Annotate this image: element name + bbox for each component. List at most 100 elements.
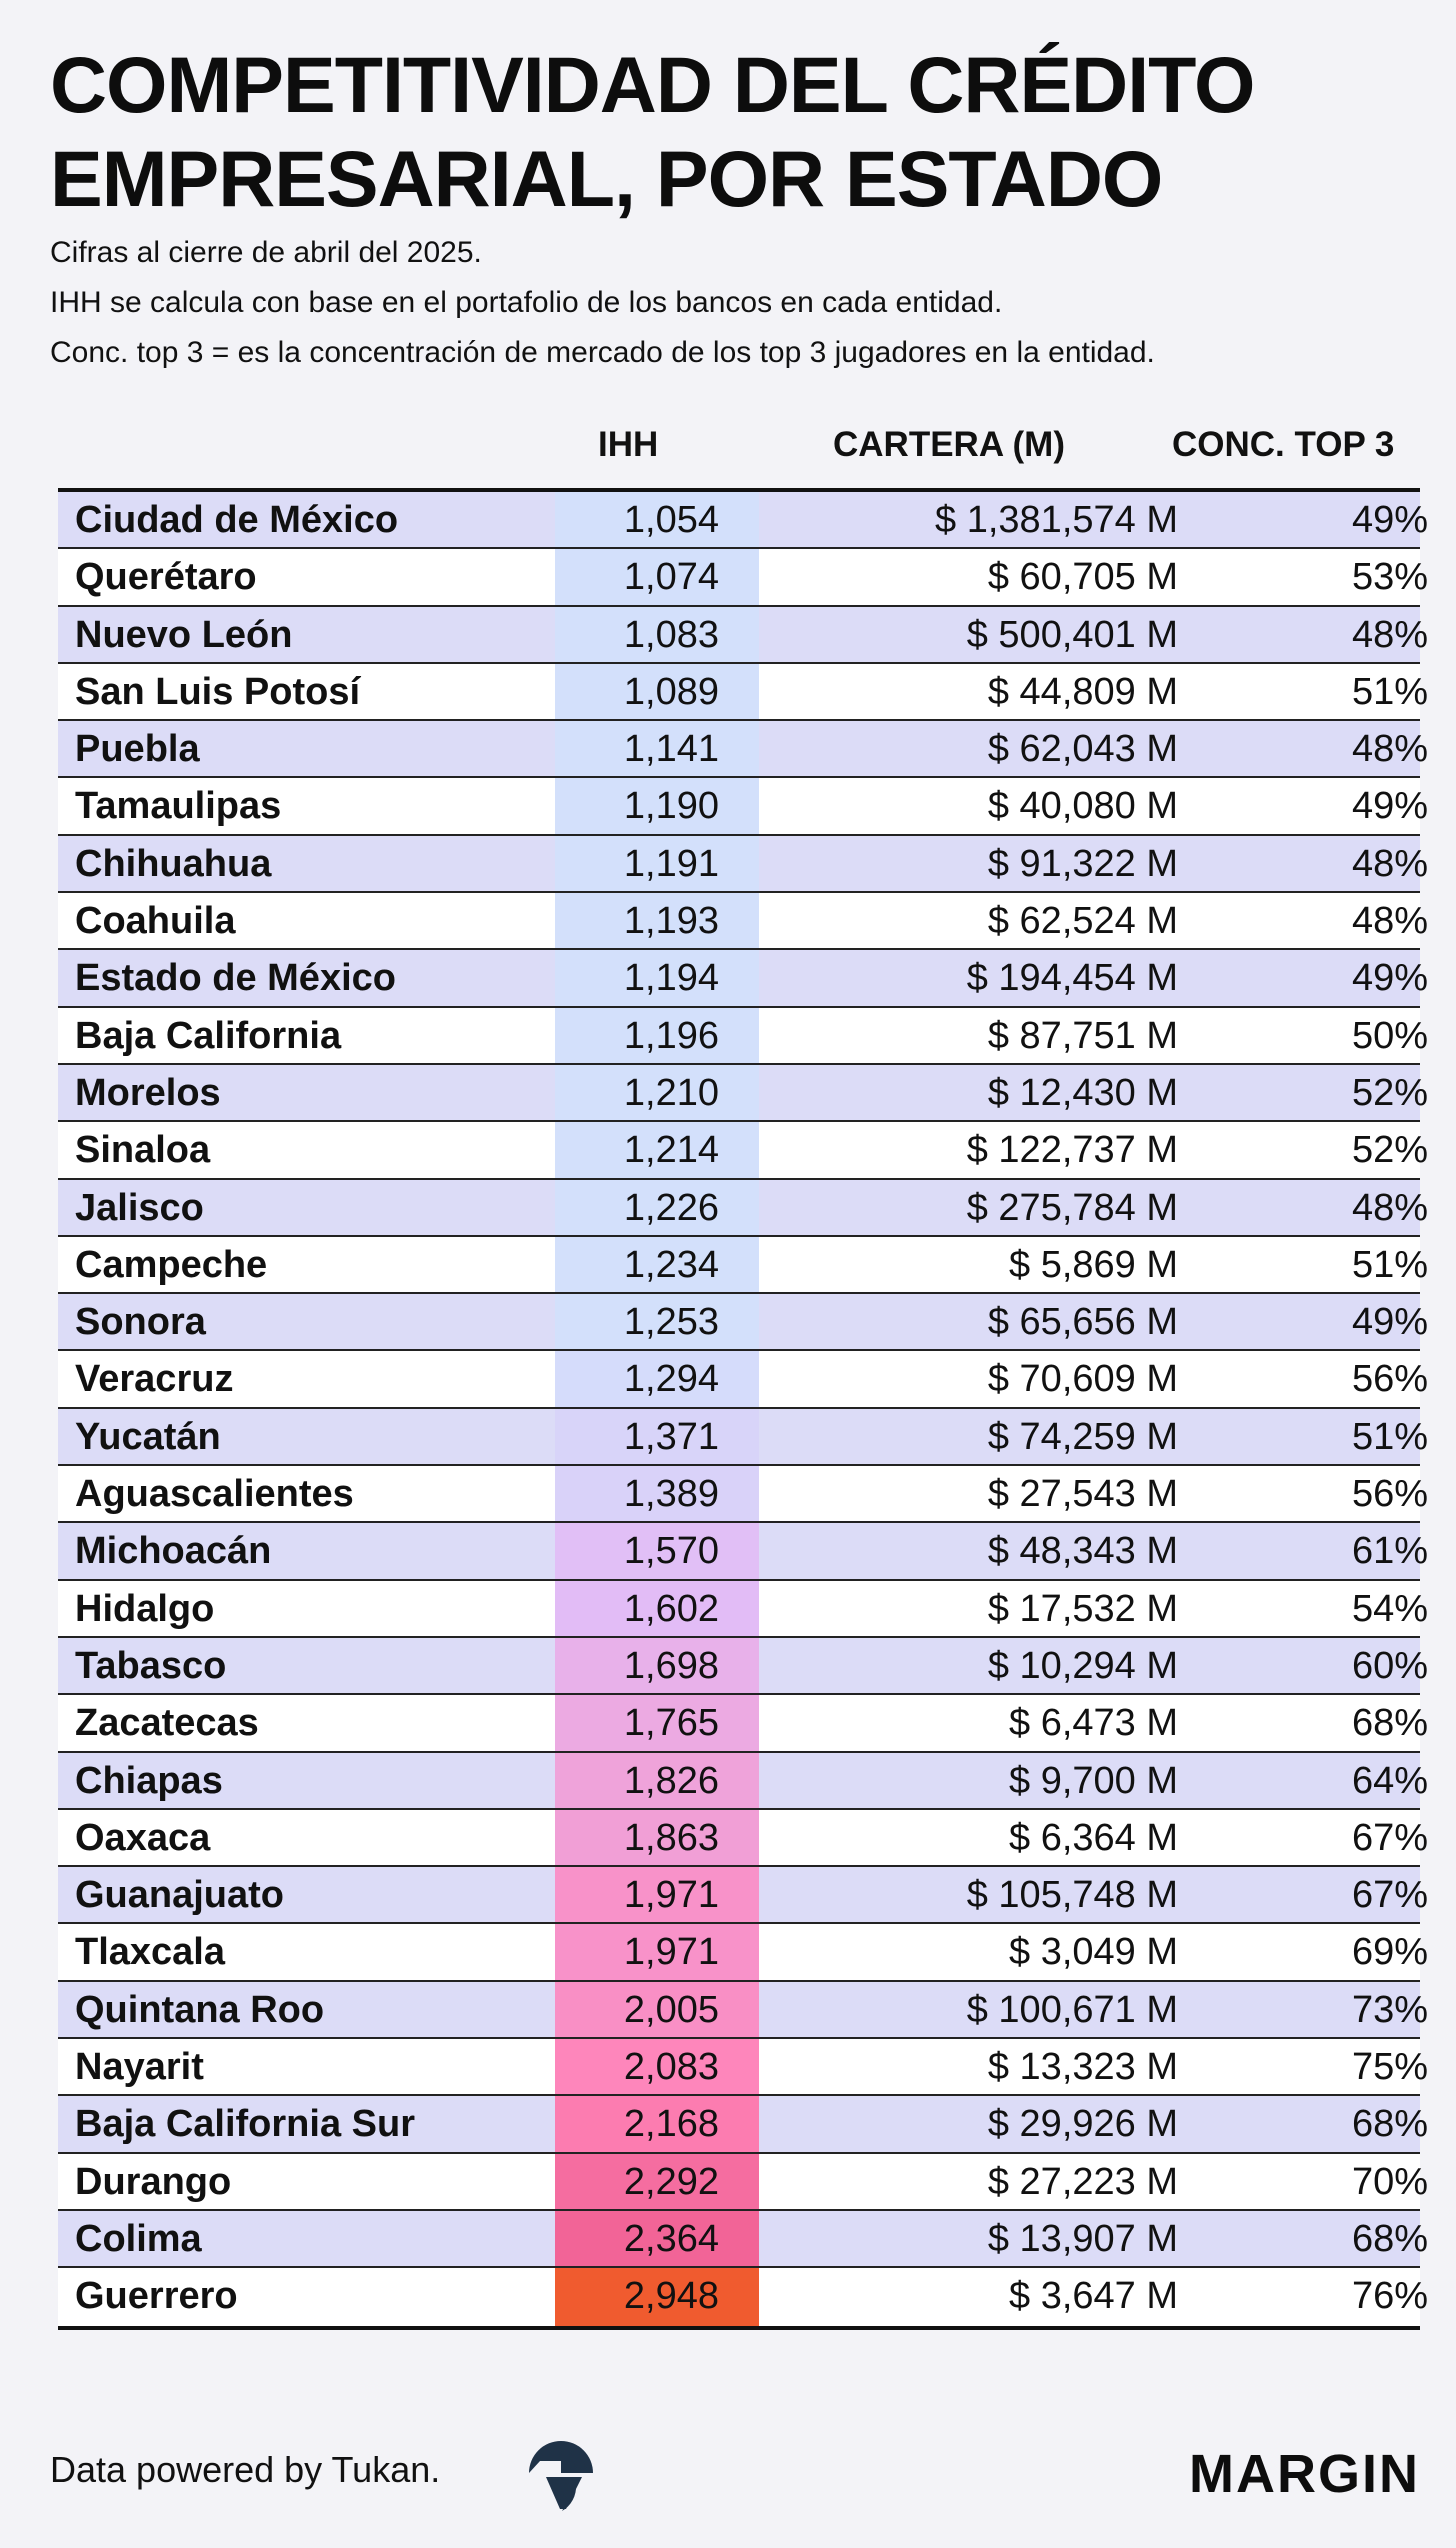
cell-conc: 67% (1351, 1874, 1428, 1917)
cell-cartera: $ 65,656 M (987, 1301, 1178, 1344)
cell-conc: 51% (1351, 670, 1428, 713)
table-header: IHH CARTERA (M) CONC. TOP 3 (58, 420, 1420, 470)
cell-estado: Sinaloa (75, 1129, 211, 1172)
cell-conc: 48% (1351, 613, 1428, 656)
cell-ihh: 1,190 (555, 778, 759, 834)
table-row: Baja California Sur 2,168 $ 29,926 M 68% (58, 2096, 1428, 2154)
cell-conc: 50% (1351, 1014, 1428, 1057)
footer-credit: Data powered by Tukan. (50, 2449, 441, 2490)
cell-conc: 48% (1351, 728, 1428, 771)
cell-ihh: 1,234 (555, 1236, 759, 1293)
cell-cartera: $ 500,401 M (966, 613, 1178, 656)
cell-cartera: $ 29,926 M (987, 2103, 1178, 2146)
cell-conc: 75% (1351, 2046, 1428, 2089)
cell-conc: 51% (1351, 1243, 1428, 1286)
table-row: Veracruz 1,294 $ 70,609 M 56% (58, 1351, 1428, 1409)
cell-conc: 54% (1351, 1587, 1428, 1630)
cell-estado: Zacatecas (75, 1702, 259, 1745)
table-row: Guanajuato 1,971 $ 105,748 M 67% (58, 1867, 1428, 1925)
cell-ihh: 1,765 (555, 1695, 759, 1751)
cell-conc: 49% (1351, 785, 1428, 828)
cell-estado: Ciudad de México (75, 499, 399, 541)
cell-cartera: $ 100,671 M (966, 1988, 1178, 2031)
cell-ihh: 2,168 (555, 2096, 759, 2152)
cell-ihh: 1,602 (555, 1580, 759, 1636)
cell-conc: 69% (1351, 1931, 1428, 1974)
cell-estado: Puebla (75, 728, 200, 771)
cell-conc: 56% (1351, 1473, 1428, 1516)
table-row: Michoacán 1,570 $ 48,343 M 61% (58, 1523, 1428, 1581)
cell-cartera: $ 13,323 M (987, 2046, 1178, 2089)
cell-estado: Chihuahua (75, 842, 272, 885)
cell-estado: Coahuila (75, 900, 236, 943)
table-row: Coahuila 1,193 $ 62,524 M 48% (58, 893, 1428, 951)
header-ihh: IHH (598, 425, 659, 464)
cell-ihh: 1,196 (555, 1007, 759, 1063)
table-row: Sonora 1,253 $ 65,656 M 49% (58, 1294, 1428, 1352)
table-row: Tamaulipas 1,190 $ 40,080 M 49% (58, 778, 1428, 836)
cell-conc: 49% (1351, 957, 1428, 1000)
cell-estado: Tlaxcala (75, 1931, 225, 1974)
cell-estado: San Luis Potosí (75, 670, 361, 713)
cell-cartera: $ 62,524 M (987, 900, 1178, 943)
table-row: Puebla 1,141 $ 62,043 M 48% (58, 721, 1428, 779)
cell-estado: Guerrero (75, 2275, 238, 2318)
cell-conc: 68% (1351, 1702, 1428, 1745)
cell-estado: Yucatán (75, 1415, 221, 1458)
table-row: Nayarit 2,083 $ 13,323 M 75% (58, 2039, 1428, 2097)
table-row: Chiapas 1,826 $ 9,700 M 64% (58, 1752, 1428, 1810)
cell-estado: Quintana Roo (75, 1988, 325, 2031)
table-row: Colima 2,364 $ 13,907 M 68% (58, 2210, 1428, 2269)
cell-conc: 48% (1351, 900, 1428, 943)
cell-ihh: 1,226 (555, 1179, 759, 1235)
cell-cartera: $ 1,381,574 M (935, 499, 1178, 541)
cell-estado: Michoacán (75, 1530, 272, 1573)
cell-cartera: $ 122,737 M (966, 1129, 1178, 1172)
cell-ihh: 1,210 (555, 1064, 759, 1121)
cell-estado: Aguascalientes (75, 1473, 354, 1516)
table-row: Tabasco 1,698 $ 10,294 M 60% (58, 1637, 1428, 1696)
cell-ihh: 1,371 (555, 1408, 759, 1465)
cell-cartera: $ 3,647 M (1009, 2275, 1178, 2318)
table-row: Yucatán 1,371 $ 74,259 M 51% (58, 1408, 1428, 1467)
table-row: Durango 2,292 $ 27,223 M 70% (58, 2153, 1428, 2211)
cell-cartera: $ 74,259 M (987, 1415, 1178, 1458)
cell-cartera: $ 6,364 M (1009, 1816, 1178, 1859)
cell-estado: Jalisco (75, 1186, 204, 1229)
cell-cartera: $ 17,532 M (987, 1587, 1178, 1630)
cell-cartera: $ 40,080 M (987, 785, 1178, 828)
table-row: San Luis Potosí 1,089 $ 44,809 M 51% (58, 663, 1428, 722)
subtitle-ihh-note: IHH se calcula con base en el portafolio… (50, 286, 1003, 319)
margin-logo: MARGIN (1189, 2444, 1420, 2504)
cell-estado: Morelos (75, 1071, 221, 1114)
subtitle-date: Cifras al cierre de abril del 2025. (50, 236, 482, 269)
cell-estado: Tamaulipas (75, 785, 282, 828)
cell-ihh: 1,826 (555, 1752, 759, 1808)
cell-estado: Tabasco (75, 1644, 227, 1687)
table-row: Jalisco 1,226 $ 275,784 M 48% (58, 1179, 1428, 1237)
cell-conc: 61% (1351, 1530, 1428, 1573)
cell-estado: Oaxaca (75, 1816, 211, 1859)
cell-ihh: 1,971 (555, 1924, 759, 1980)
table-row: Estado de México 1,194 $ 194,454 M 49% (58, 950, 1428, 1008)
subtitle-block: Cifras al cierre de abril del 2025. IHH … (50, 228, 1430, 378)
cell-conc: 64% (1351, 1759, 1428, 1802)
title-line-2: EMPRESARIAL, POR ESTADO (50, 134, 1163, 223)
table-row: Hidalgo 1,602 $ 17,532 M 54% (58, 1580, 1428, 1638)
cell-estado: Nuevo León (75, 613, 293, 656)
cell-estado: Hidalgo (75, 1587, 215, 1630)
cell-cartera: $ 105,748 M (966, 1874, 1178, 1917)
table-row: Chihuahua 1,191 $ 91,322 M 48% (58, 835, 1428, 894)
cell-ihh: 1,294 (555, 1351, 759, 1407)
cell-ihh: 1,141 (555, 721, 759, 777)
cell-cartera: $ 275,784 M (966, 1186, 1178, 1229)
table-row: Aguascalientes 1,389 $ 27,543 M 56% (58, 1466, 1428, 1524)
cell-ihh: 1,698 (555, 1637, 759, 1694)
page-title: COMPETITIVIDAD DEL CRÉDITO EMPRESARIAL, … (50, 38, 1430, 226)
cell-ihh: 1,570 (555, 1523, 759, 1579)
cell-ihh: 1,193 (555, 893, 759, 949)
cell-estado: Durango (75, 2160, 232, 2203)
data-table: Ciudad de México 1,054 $ 1,381,574 M 49% Que… (58, 488, 1428, 2330)
cell-conc: 48% (1351, 1186, 1428, 1229)
cell-ihh: 1,089 (555, 663, 759, 720)
